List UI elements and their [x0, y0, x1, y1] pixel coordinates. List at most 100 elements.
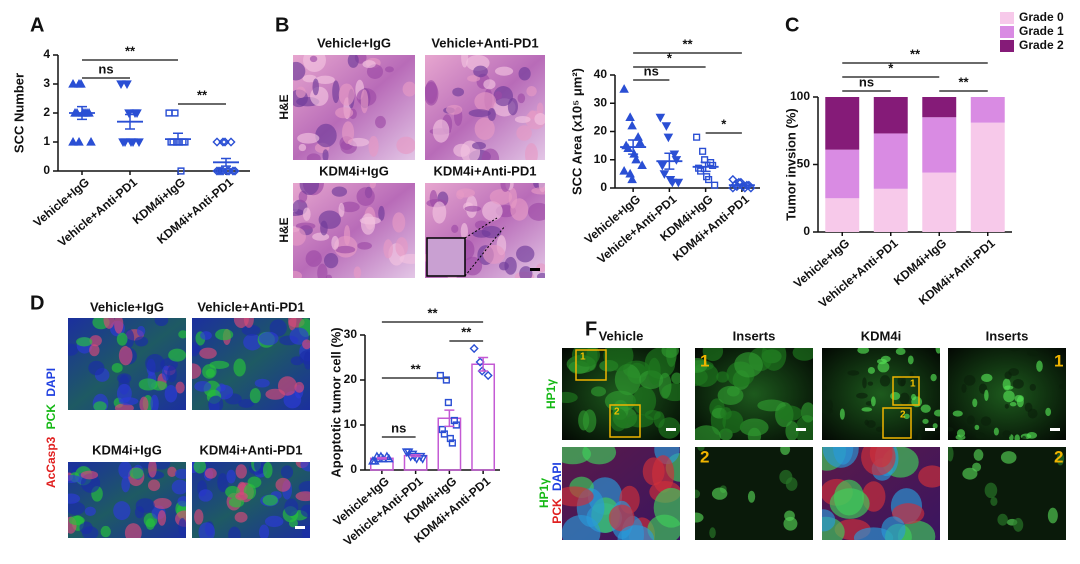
texture — [199, 347, 217, 359]
texture — [671, 372, 680, 384]
scale-bar — [530, 268, 540, 271]
texture — [504, 256, 517, 275]
texture — [152, 462, 171, 470]
bar-segment — [873, 133, 908, 189]
micrograph-texture — [695, 348, 813, 440]
texture — [483, 79, 496, 90]
texture — [780, 447, 791, 456]
texture — [952, 410, 963, 417]
y-axis-title: SCC Area (x10⁵ μm²) — [569, 68, 584, 195]
texture — [822, 384, 827, 392]
y-axis-title: SCC Number — [11, 73, 26, 153]
texture — [84, 506, 96, 516]
bar-segment — [922, 172, 957, 232]
texture — [861, 407, 873, 412]
texture — [262, 462, 273, 479]
data-point — [171, 109, 179, 117]
data-point — [74, 136, 84, 146]
texture — [489, 189, 513, 205]
data-point — [442, 376, 450, 384]
texture — [875, 426, 885, 433]
texture — [890, 348, 896, 354]
texture — [474, 92, 497, 112]
texture — [320, 220, 328, 236]
texture — [895, 348, 906, 356]
texture — [241, 324, 261, 336]
texture — [877, 361, 890, 373]
stain-word: PCK — [550, 498, 564, 524]
texture — [717, 385, 744, 405]
data-point — [671, 156, 682, 165]
texture — [116, 332, 128, 346]
texture — [356, 187, 375, 206]
image-title: KDM4i+Anti-PD1 — [434, 163, 537, 178]
stain-label: HP1γ — [537, 478, 551, 508]
texture — [642, 457, 665, 486]
data-point — [450, 416, 458, 425]
texture — [445, 104, 463, 115]
texture — [80, 470, 99, 480]
texture — [709, 527, 716, 539]
texture — [198, 489, 213, 502]
image-title: Vehicle+IgG — [317, 35, 391, 50]
texture — [168, 348, 186, 362]
texture — [293, 270, 303, 278]
texture — [1029, 383, 1036, 391]
micrograph-texture — [68, 462, 186, 538]
texture — [571, 348, 601, 367]
texture — [929, 418, 939, 424]
texture — [243, 333, 262, 351]
texture — [402, 81, 415, 97]
data-point — [218, 166, 228, 176]
data-point — [728, 183, 738, 193]
texture — [648, 357, 661, 385]
texture — [1027, 350, 1039, 357]
texture — [178, 330, 186, 339]
bar-segment — [873, 188, 908, 232]
bar — [471, 363, 496, 471]
data-point — [657, 161, 668, 171]
texture — [527, 202, 545, 221]
data-point — [703, 173, 711, 181]
texture — [899, 392, 910, 405]
data-point — [627, 120, 637, 130]
roi-box — [609, 404, 641, 438]
texture — [582, 447, 617, 465]
texture — [562, 391, 578, 404]
error-bar — [77, 105, 87, 121]
texture — [306, 153, 321, 160]
y-tick-label: 10 — [344, 417, 358, 431]
y-axis-title: Tumor invsion (%) — [783, 108, 798, 220]
texture — [984, 482, 998, 499]
roi-label: 1 — [580, 352, 586, 363]
micrograph-texture — [425, 55, 545, 160]
texture — [100, 525, 111, 538]
texture — [254, 378, 270, 388]
texture — [614, 363, 641, 396]
bar-segment — [825, 198, 860, 232]
texture — [177, 496, 186, 507]
bar-segment — [825, 149, 860, 199]
data-point — [212, 137, 222, 147]
texture — [275, 477, 291, 492]
texture — [474, 117, 495, 141]
image-title: KDM4i+IgG — [92, 442, 162, 457]
data-point — [165, 109, 173, 117]
error-bar — [125, 113, 135, 130]
texture — [280, 465, 294, 479]
texture — [111, 362, 123, 373]
texture — [711, 487, 728, 500]
micrograph-texture — [293, 183, 415, 278]
texture — [1002, 430, 1012, 438]
image-title: Vehicle+Anti-PD1 — [431, 35, 538, 50]
texture — [145, 518, 156, 530]
y-tick-label: 3 — [43, 76, 50, 90]
texture — [331, 186, 348, 197]
stain-label: AcCasp3 PCK DAPI — [44, 368, 58, 488]
texture — [347, 55, 359, 68]
data-point — [740, 183, 750, 193]
texture — [1045, 407, 1052, 417]
texture — [839, 408, 845, 420]
texture — [603, 348, 634, 372]
scale-bar — [1050, 428, 1060, 431]
